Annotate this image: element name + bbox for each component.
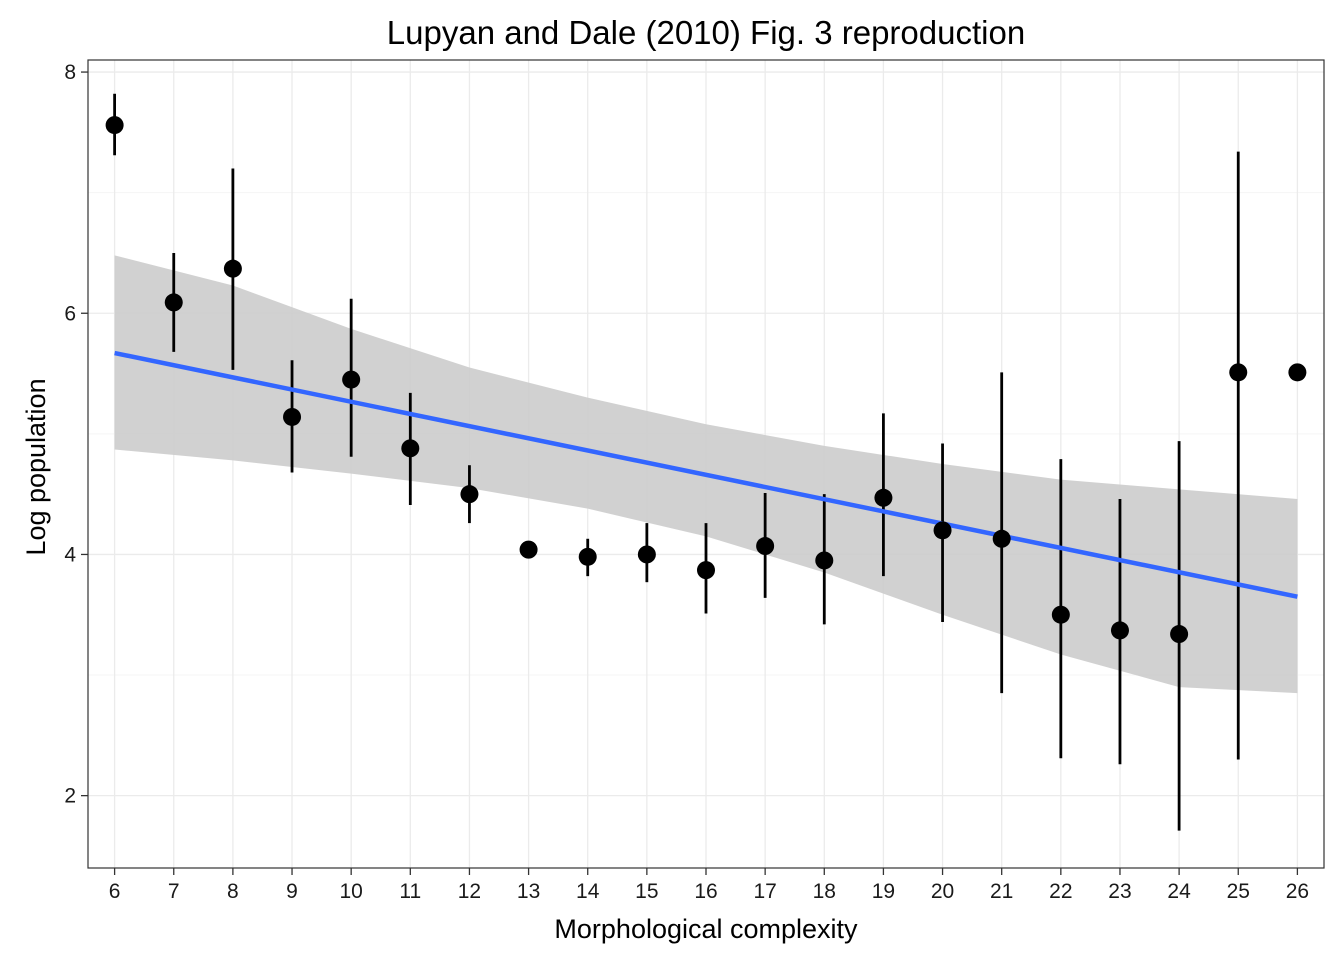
- y-tick-label-2: 2: [64, 785, 76, 808]
- x-tick-label-9: 9: [286, 880, 298, 903]
- data-point-20: [933, 521, 952, 540]
- x-tick-label-11: 11: [399, 880, 421, 903]
- x-tick-label-22: 22: [1049, 880, 1072, 903]
- x-tick-label-10: 10: [339, 880, 362, 903]
- data-point-18: [815, 551, 834, 570]
- x-tick-label-26: 26: [1286, 880, 1309, 903]
- x-tick-label-23: 23: [1108, 880, 1131, 903]
- data-point-11: [401, 439, 420, 458]
- fit-line: [114, 350, 1298, 599]
- data-point-26: [1288, 363, 1307, 382]
- fit-line-layer: [114, 350, 1298, 599]
- y-tick-label-6: 6: [64, 302, 76, 325]
- data-point-8: [223, 259, 242, 278]
- y-axis: 2 4 6 8: [64, 61, 88, 808]
- y-axis-title: Log population: [21, 378, 51, 555]
- x-tick-label-6: 6: [109, 880, 121, 903]
- x-tick-label-13: 13: [517, 880, 540, 903]
- data-point-14: [578, 547, 597, 566]
- data-point-15: [637, 545, 656, 564]
- x-tick-label-20: 20: [931, 880, 954, 903]
- data-point-19: [874, 488, 893, 507]
- x-tick-label-18: 18: [813, 880, 836, 903]
- data-point-24: [1170, 625, 1189, 644]
- data-point-17: [756, 537, 775, 556]
- data-point-6: [105, 116, 124, 135]
- x-tick-label-21: 21: [990, 880, 1013, 903]
- data-point-22: [1051, 605, 1070, 624]
- x-axis-title: Morphological complexity: [554, 914, 858, 944]
- data-point-10: [342, 370, 361, 389]
- x-tick-label-16: 16: [694, 880, 717, 903]
- x-tick-label-19: 19: [872, 880, 895, 903]
- x-tick-label-8: 8: [227, 880, 239, 903]
- data-points: [105, 116, 1307, 644]
- x-axis: 6 7 8 9 10 11 12 13 14 15 16 17 18 19 20 21 22 23 24 25 26: [109, 868, 1309, 903]
- chart-title: Lupyan and Dale (2010) Fig. 3 reproducti…: [387, 14, 1025, 51]
- x-tick-label-14: 14: [576, 880, 600, 903]
- data-point-13: [519, 540, 538, 559]
- y-tick-label-4: 4: [64, 543, 76, 566]
- data-point-16: [697, 561, 715, 580]
- data-point-7: [164, 293, 183, 312]
- data-point-21: [992, 529, 1011, 548]
- data-point-9: [283, 407, 302, 426]
- data-point-25: [1229, 363, 1248, 382]
- y-tick-label-8: 8: [64, 61, 76, 84]
- x-tick-label-15: 15: [635, 880, 658, 903]
- x-tick-label-7: 7: [168, 880, 180, 903]
- x-tick-label-25: 25: [1227, 880, 1250, 903]
- x-tick-label-17: 17: [753, 880, 776, 903]
- data-point-12: [460, 485, 479, 504]
- x-tick-label-24: 24: [1167, 880, 1191, 903]
- x-tick-label-12: 12: [458, 880, 481, 903]
- data-point-23: [1110, 621, 1129, 640]
